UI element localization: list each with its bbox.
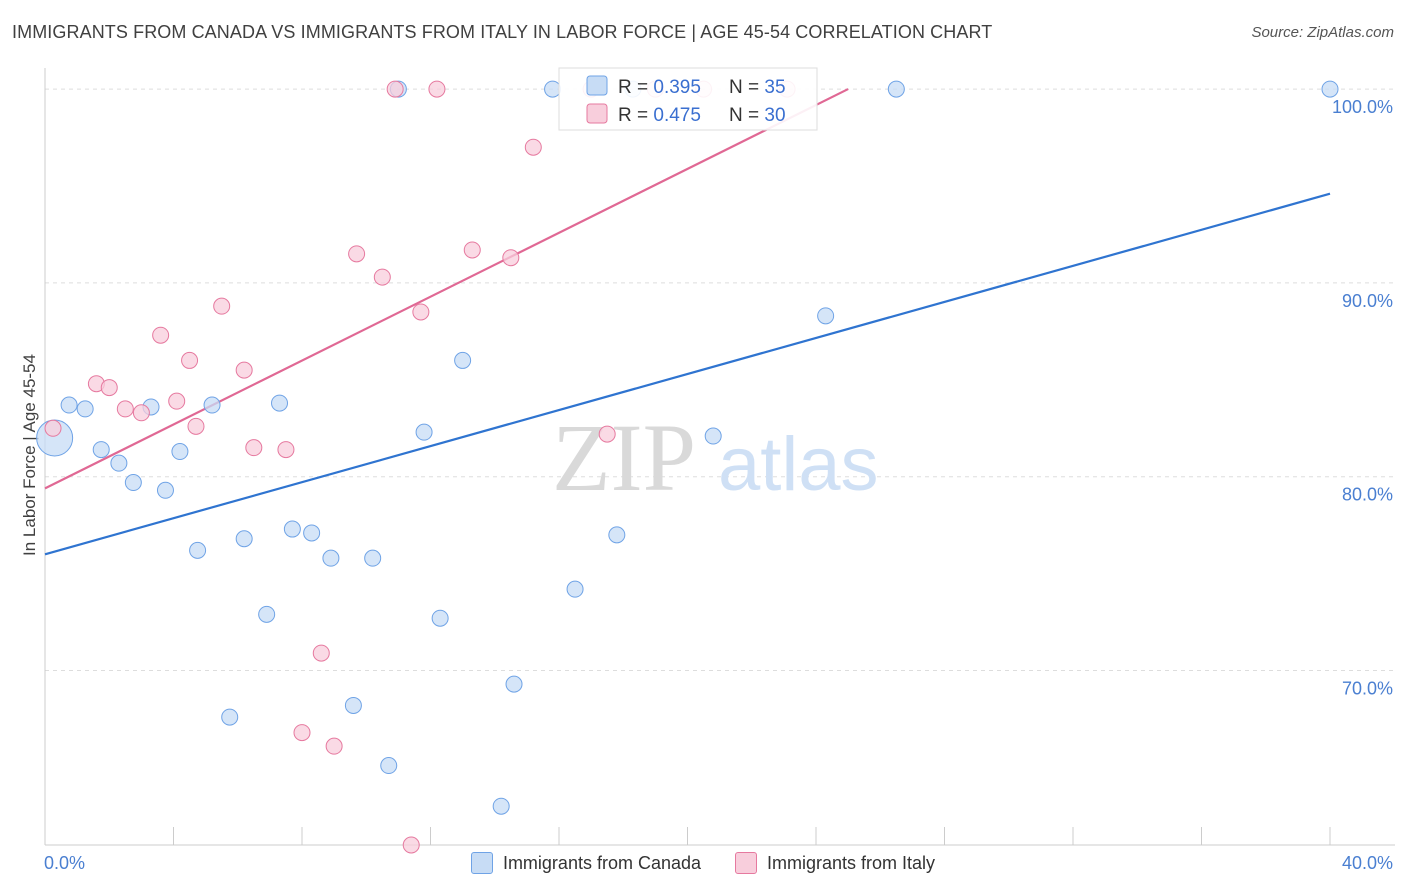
canada-point bbox=[76, 400, 94, 418]
canada-point bbox=[203, 396, 221, 414]
italy-point bbox=[213, 297, 231, 315]
legend-item-canada[interactable]: Immigrants from Canada bbox=[470, 852, 702, 874]
italy-point bbox=[245, 439, 263, 457]
canada-point bbox=[344, 696, 362, 714]
canada-point bbox=[454, 351, 472, 369]
italy-point bbox=[428, 80, 446, 98]
canada-point bbox=[303, 524, 321, 542]
gridlines bbox=[45, 88, 1395, 672]
canada-point bbox=[258, 605, 276, 623]
italy-point bbox=[463, 241, 481, 259]
canada-trend-line bbox=[44, 192, 1331, 556]
italy-point bbox=[116, 400, 134, 418]
watermark: ZIP atlas bbox=[552, 404, 879, 511]
stats-swatch-italy bbox=[586, 103, 608, 124]
italy-point bbox=[44, 419, 62, 437]
x-tick-label-min: 0.0% bbox=[44, 853, 85, 873]
italy-point bbox=[598, 425, 616, 443]
x-tick-label-max: 40.0% bbox=[1342, 853, 1393, 873]
canada-point bbox=[380, 757, 398, 775]
stats-text-italy: R = 0.475 N = 30 bbox=[618, 105, 786, 126]
legend-label-italy: Immigrants from Italy bbox=[767, 852, 936, 873]
italy-point bbox=[132, 404, 150, 422]
trend-lines bbox=[44, 88, 1331, 556]
italy-point bbox=[325, 737, 343, 755]
y-tick-label: 70.0% bbox=[1342, 679, 1393, 699]
series-legend: Immigrants from Canada Immigrants from I… bbox=[0, 852, 1406, 874]
italy-point bbox=[235, 361, 253, 379]
canada-point bbox=[431, 609, 449, 627]
canada-point bbox=[92, 441, 110, 459]
canada-point bbox=[189, 541, 207, 559]
canada-point bbox=[124, 474, 142, 492]
italy-point bbox=[152, 326, 170, 344]
italy-point bbox=[187, 417, 205, 435]
canada-point bbox=[271, 394, 289, 412]
legend-swatch-italy bbox=[735, 852, 758, 874]
italy-point bbox=[412, 303, 430, 321]
canada-point bbox=[415, 423, 433, 441]
y-tick-label: 100.0% bbox=[1332, 97, 1393, 117]
y-tick-label: 80.0% bbox=[1342, 485, 1393, 505]
italy-point bbox=[524, 138, 542, 156]
italy-point bbox=[386, 80, 404, 98]
italy-point bbox=[181, 351, 199, 369]
stats-legend: R = 0.395 N = 35 R = 0.475 N = 30 bbox=[558, 67, 818, 131]
italy-point bbox=[277, 441, 295, 459]
chart-title: IMMIGRANTS FROM CANADA VS IMMIGRANTS FRO… bbox=[12, 22, 993, 42]
stats-text-canada: R = 0.395 N = 35 bbox=[618, 77, 786, 98]
canada-point bbox=[110, 454, 128, 472]
canada-point bbox=[1321, 80, 1339, 98]
watermark-zip: ZIP bbox=[552, 404, 696, 511]
canada-point bbox=[364, 549, 382, 567]
stats-swatch-canada bbox=[586, 75, 608, 96]
italy-point bbox=[402, 836, 420, 854]
italy-point bbox=[100, 379, 118, 397]
canada-point bbox=[704, 427, 722, 445]
canada-point bbox=[171, 443, 189, 461]
canada-point bbox=[608, 526, 626, 544]
italy-point bbox=[348, 245, 366, 263]
canada-point bbox=[283, 520, 301, 538]
italy-point bbox=[312, 644, 330, 662]
canada-point bbox=[156, 481, 174, 499]
italy-point bbox=[168, 392, 186, 410]
canada-point bbox=[235, 530, 253, 548]
canada-point bbox=[544, 80, 562, 98]
source-label: Source: ZipAtlas.com bbox=[1251, 24, 1394, 41]
canada-point bbox=[566, 580, 584, 598]
canada-point bbox=[492, 797, 510, 815]
canada-point bbox=[322, 549, 340, 567]
canada-point bbox=[887, 80, 905, 98]
legend-label-canada: Immigrants from Canada bbox=[502, 852, 702, 873]
italy-point bbox=[502, 249, 520, 267]
axes bbox=[44, 68, 1395, 846]
legend-swatch-canada bbox=[470, 852, 493, 874]
italy-point bbox=[373, 268, 391, 286]
italy-point bbox=[293, 724, 311, 742]
canada-point bbox=[817, 307, 835, 325]
legend-item-italy[interactable]: Immigrants from Italy bbox=[735, 852, 935, 874]
canada-point bbox=[505, 675, 523, 693]
canada-point bbox=[221, 708, 239, 726]
watermark-atlas: atlas bbox=[718, 422, 879, 507]
y-tick-label: 90.0% bbox=[1342, 291, 1393, 311]
tick-labels: 70.0% 80.0% 90.0% 100.0% 0.0% 40.0% bbox=[44, 97, 1393, 873]
canada-point bbox=[60, 396, 78, 414]
data-points bbox=[36, 80, 1339, 854]
italy-trend-line bbox=[44, 88, 849, 490]
